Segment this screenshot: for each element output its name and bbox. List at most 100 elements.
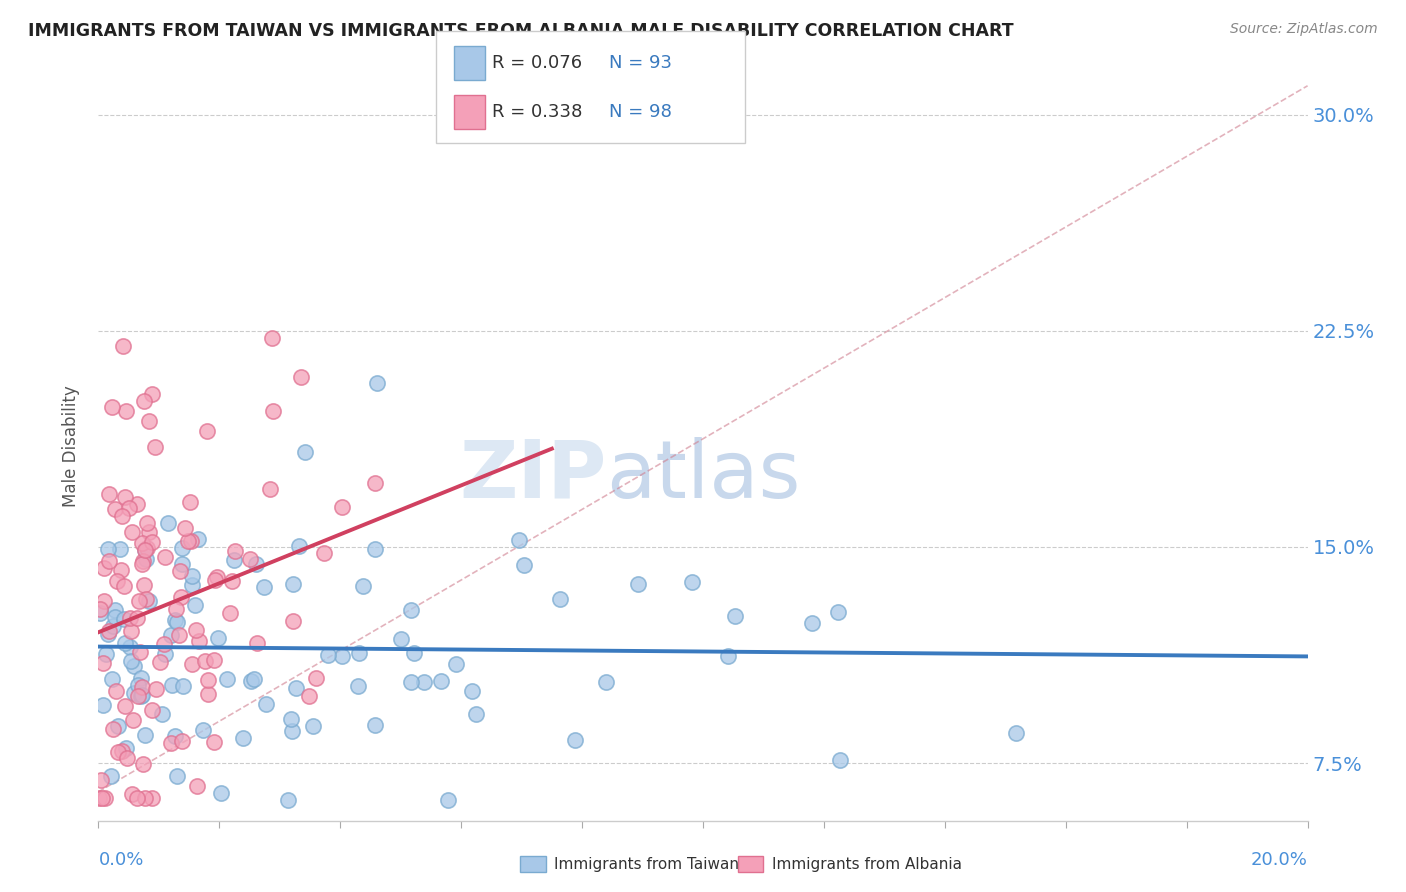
Point	[104, 603, 127, 617]
Point	[681, 575, 703, 590]
Point	[305, 671, 328, 685]
Point	[157, 516, 180, 530]
Point	[399, 674, 422, 689]
Point	[111, 744, 134, 758]
Point	[219, 606, 242, 620]
Point	[204, 574, 226, 588]
Point	[152, 637, 174, 651]
Point	[242, 672, 264, 686]
Point	[132, 757, 155, 772]
Point	[202, 735, 225, 749]
Point	[564, 733, 586, 747]
Point	[135, 516, 157, 531]
Point	[169, 564, 191, 578]
Point	[254, 697, 277, 711]
Point	[412, 675, 434, 690]
Point	[197, 673, 219, 688]
Point	[239, 552, 262, 566]
Point	[364, 542, 387, 557]
Point	[197, 687, 219, 701]
Point	[253, 580, 276, 594]
Point	[280, 723, 302, 738]
Text: atlas: atlas	[606, 437, 800, 515]
Point	[195, 424, 218, 438]
Point	[104, 502, 127, 516]
Point	[118, 501, 141, 516]
Point	[352, 579, 374, 593]
Point	[364, 476, 387, 491]
Point	[108, 541, 131, 556]
Point	[114, 403, 136, 417]
Point	[221, 574, 243, 588]
Point	[138, 414, 160, 428]
Point	[121, 524, 143, 539]
Point	[100, 769, 122, 783]
Point	[170, 541, 193, 555]
Point	[127, 677, 149, 691]
Point	[145, 681, 167, 696]
Point	[87, 790, 110, 805]
Point	[404, 646, 426, 660]
Point	[209, 786, 232, 800]
Point	[280, 712, 302, 726]
Point	[170, 590, 193, 604]
Point	[167, 627, 190, 641]
Point	[186, 779, 208, 793]
Point	[101, 618, 124, 632]
Point	[205, 570, 228, 584]
Point	[97, 627, 120, 641]
Point	[194, 654, 217, 668]
Point	[153, 549, 176, 564]
Text: N = 98: N = 98	[609, 103, 672, 121]
Text: N = 93: N = 93	[609, 54, 672, 72]
Point	[259, 482, 281, 496]
Point	[217, 672, 239, 686]
Point	[173, 521, 195, 535]
Point	[513, 558, 536, 573]
Point	[124, 659, 146, 673]
Point	[131, 557, 153, 571]
Point	[166, 769, 188, 783]
Point	[138, 525, 160, 540]
Point	[240, 674, 263, 689]
Point	[114, 490, 136, 504]
Point	[262, 331, 284, 345]
Point	[170, 733, 193, 747]
Point	[595, 674, 617, 689]
Point	[120, 654, 142, 668]
Point	[188, 633, 211, 648]
Point	[724, 608, 747, 623]
Point	[114, 698, 136, 713]
Point	[91, 698, 114, 713]
Point	[128, 594, 150, 608]
Point	[94, 647, 117, 661]
Point	[118, 611, 141, 625]
Point	[124, 686, 146, 700]
Point	[187, 532, 209, 546]
Point	[170, 557, 193, 571]
Point	[97, 624, 120, 638]
Point	[90, 772, 112, 787]
Point	[165, 613, 187, 627]
Point	[97, 554, 120, 568]
Point	[125, 497, 148, 511]
Point	[134, 542, 156, 557]
Point	[121, 787, 143, 801]
Point	[207, 631, 229, 645]
Point	[330, 500, 353, 514]
Point	[364, 718, 387, 732]
Point	[437, 793, 460, 807]
Point	[107, 574, 129, 589]
Point	[112, 339, 135, 353]
Point	[246, 636, 269, 650]
Point	[180, 657, 202, 671]
Text: ZIP: ZIP	[458, 437, 606, 515]
Point	[132, 554, 155, 568]
Point	[134, 790, 156, 805]
Point	[165, 602, 187, 616]
Point	[298, 689, 321, 703]
Point	[143, 440, 166, 454]
Point	[127, 611, 149, 625]
Point	[177, 534, 200, 549]
Point	[281, 576, 304, 591]
